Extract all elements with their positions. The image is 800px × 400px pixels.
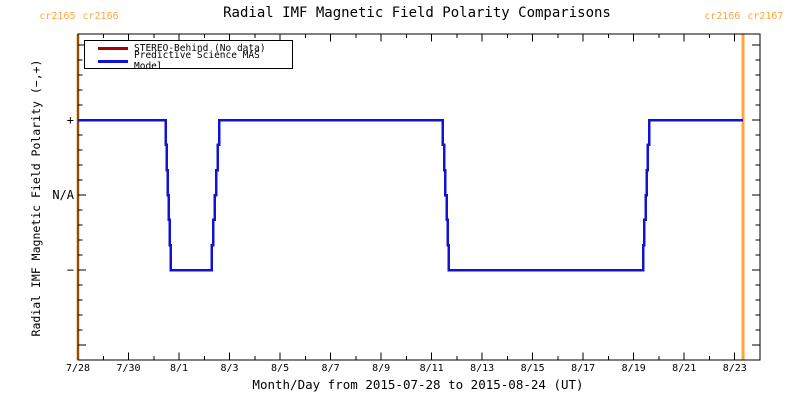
y-tick-label: N/A <box>52 188 74 202</box>
x-tick-label: 8/23 <box>722 363 747 374</box>
plot-frame <box>77 33 761 361</box>
x-tick-label: 8/15 <box>520 363 545 374</box>
x-tick-label: 8/17 <box>571 363 596 374</box>
x-tick-label: 8/9 <box>372 363 391 374</box>
x-tick-label: 8/11 <box>419 363 444 374</box>
legend-row-mas-model: Predictive Science MAS Model <box>85 50 292 72</box>
cr-boundary-labels-left: cr2165 cr2166 <box>39 11 118 22</box>
cr-boundary-labels-right: cr2166 cr2167 <box>704 11 783 22</box>
x-ticks <box>77 34 761 360</box>
chart-title: Radial IMF Magnetic Field Polarity Compa… <box>223 5 611 21</box>
legend-line-swatch-mas-model <box>98 59 128 63</box>
cr-label: cr2165 <box>39 11 76 22</box>
legend: STEREO-Behind (No data) Predictive Scien… <box>84 40 293 72</box>
x-tick-label: 8/5 <box>271 363 290 374</box>
legend-line-swatch-stereo <box>98 46 128 50</box>
x-tick-label: 8/13 <box>470 363 495 374</box>
series-curve-1 <box>78 118 743 272</box>
cr-label: cr2167 <box>747 11 784 22</box>
x-tick-label: 7/30 <box>116 363 141 374</box>
y-ticks <box>78 44 760 346</box>
x-tick-label: 8/19 <box>621 363 646 374</box>
x-tick-label: 8/1 <box>170 363 189 374</box>
cr-label: cr2166 <box>704 11 741 22</box>
legend-label-mas-model: Predictive Science MAS Model <box>134 50 260 72</box>
x-tick-label: 8/7 <box>321 363 340 374</box>
cr-label: cr2166 <box>82 11 119 22</box>
x-tick-label: 7/28 <box>65 363 91 374</box>
x-axis-label: Month/Day from 2015-07-28 to 2015-08-24 … <box>252 377 584 392</box>
legend-row-stereo: STEREO-Behind (No data) <box>85 42 292 54</box>
y-tick-label: − <box>66 263 74 277</box>
x-tick-label: 8/3 <box>220 363 239 374</box>
legend-label-stereo: STEREO-Behind (No data) <box>134 42 266 54</box>
x-tick-label: 8/21 <box>672 363 697 374</box>
y-tick-label: + <box>66 113 74 127</box>
